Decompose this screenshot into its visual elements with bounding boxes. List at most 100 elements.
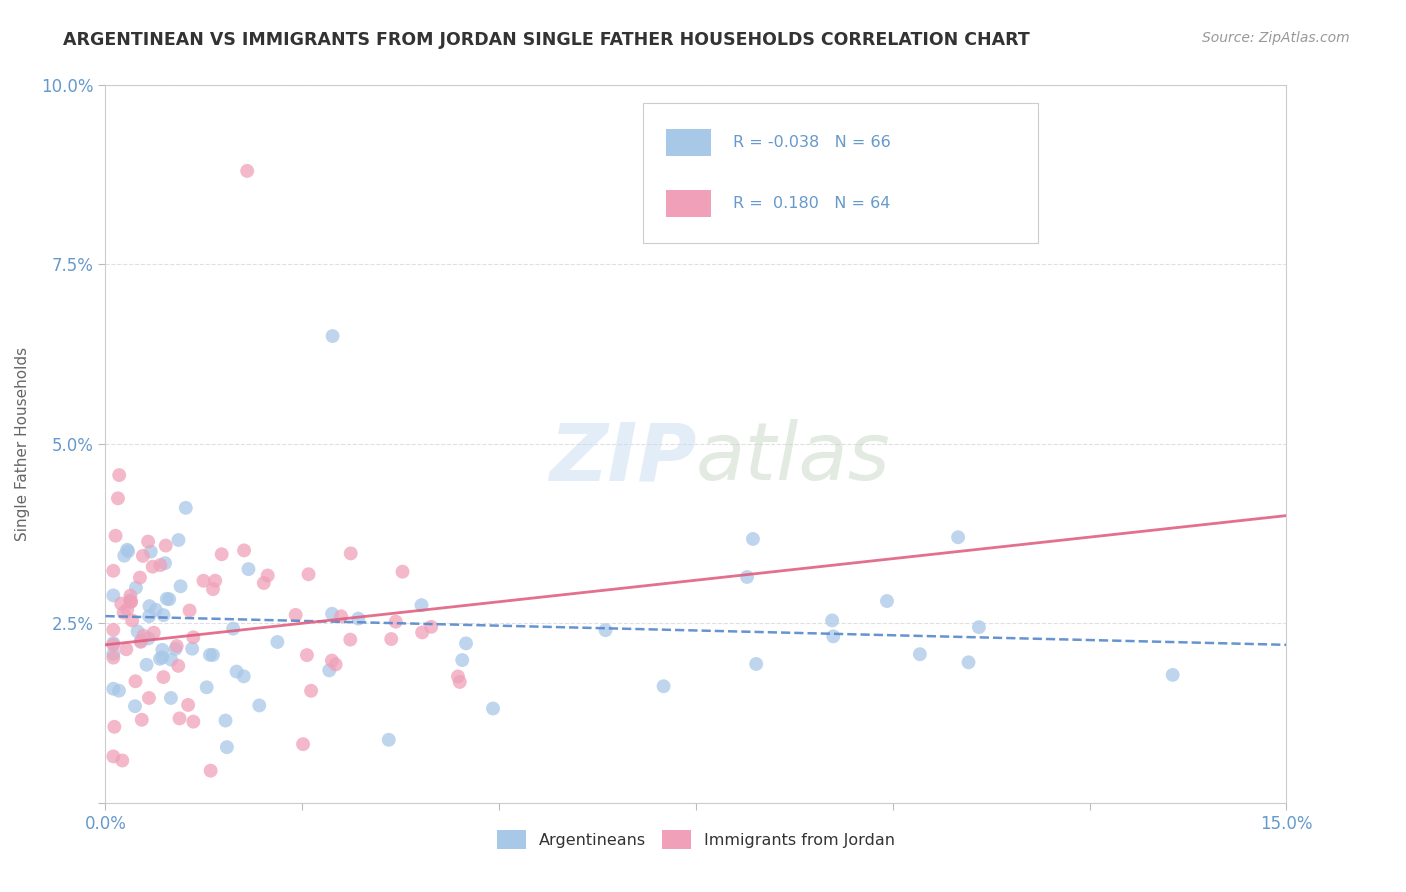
Point [120, 595, 142, 609]
Point [155, 539, 177, 553]
Point [108, 468, 131, 483]
Point [120, 593, 142, 607]
Point [225, 665, 247, 679]
Point [174, 500, 197, 515]
Point [157, 592, 180, 607]
Point [103, 749, 125, 764]
Point [138, 609, 160, 624]
Point [152, 608, 174, 623]
Point [132, 549, 155, 563]
Point [132, 629, 155, 643]
Point [347, 611, 370, 625]
Point [735, 570, 758, 584]
Point [138, 599, 160, 614]
Point [167, 533, 190, 547]
Point [103, 564, 125, 578]
Point [339, 546, 361, 560]
Point [139, 544, 162, 558]
Point [145, 603, 167, 617]
Point [125, 581, 148, 595]
Point [152, 670, 174, 684]
Point [482, 701, 505, 715]
Point [325, 657, 347, 672]
Point [150, 643, 173, 657]
Point [169, 579, 191, 593]
Point [115, 642, 138, 657]
FancyBboxPatch shape [643, 103, 1039, 243]
Point [299, 683, 322, 698]
FancyBboxPatch shape [666, 128, 711, 156]
Point [153, 556, 176, 570]
Point [214, 714, 236, 728]
Point [322, 329, 344, 343]
Point [124, 699, 146, 714]
Text: R = -0.038   N = 66: R = -0.038 N = 66 [733, 135, 890, 150]
Point [377, 732, 399, 747]
Point [129, 633, 152, 648]
Point [967, 620, 990, 634]
Point [195, 681, 218, 695]
Point [156, 591, 179, 606]
Point [115, 542, 138, 557]
Point [167, 658, 190, 673]
Point [200, 764, 222, 778]
Point [236, 164, 259, 178]
Point [181, 641, 204, 656]
Point [142, 559, 165, 574]
Point [103, 650, 125, 665]
Point [330, 609, 353, 624]
Point [131, 713, 153, 727]
Point [652, 679, 675, 693]
Point [411, 598, 433, 612]
Point [103, 647, 125, 661]
Point [138, 632, 160, 646]
Point [160, 690, 183, 705]
Point [112, 606, 135, 620]
Point [121, 614, 143, 628]
Point [110, 597, 132, 611]
Point [420, 620, 443, 634]
Point [821, 614, 844, 628]
Point [201, 582, 224, 596]
Point [232, 669, 254, 683]
Point [103, 638, 125, 652]
Point [138, 690, 160, 705]
Text: R =  0.180   N = 64: R = 0.180 N = 64 [733, 195, 890, 211]
Point [321, 654, 343, 668]
Point [104, 529, 127, 543]
Point [120, 595, 142, 609]
Point [595, 623, 617, 637]
Point [321, 607, 343, 621]
Point [384, 615, 406, 629]
Legend: Argentineans, Immigrants from Jordan: Argentineans, Immigrants from Jordan [498, 830, 894, 848]
Point [447, 669, 470, 683]
Point [108, 683, 131, 698]
Point [103, 720, 125, 734]
Point [124, 674, 146, 689]
Point [179, 603, 201, 617]
Point [339, 632, 361, 647]
Point [215, 740, 238, 755]
Point [149, 652, 172, 666]
Point [957, 655, 980, 669]
Point [284, 607, 307, 622]
Text: ZIP: ZIP [548, 419, 696, 497]
Point [266, 635, 288, 649]
Point [211, 547, 233, 561]
Point [256, 568, 278, 582]
Point [391, 565, 413, 579]
Point [454, 636, 477, 650]
Point [129, 571, 152, 585]
Point [166, 639, 188, 653]
Text: atlas: atlas [696, 419, 891, 497]
Point [238, 562, 260, 576]
Point [247, 698, 270, 713]
Point [201, 648, 224, 662]
Point [136, 534, 159, 549]
Point [183, 714, 205, 729]
Point [745, 657, 768, 671]
FancyBboxPatch shape [666, 190, 711, 217]
Y-axis label: Single Father Households: Single Father Households [15, 347, 30, 541]
Point [380, 632, 402, 646]
Point [876, 594, 898, 608]
